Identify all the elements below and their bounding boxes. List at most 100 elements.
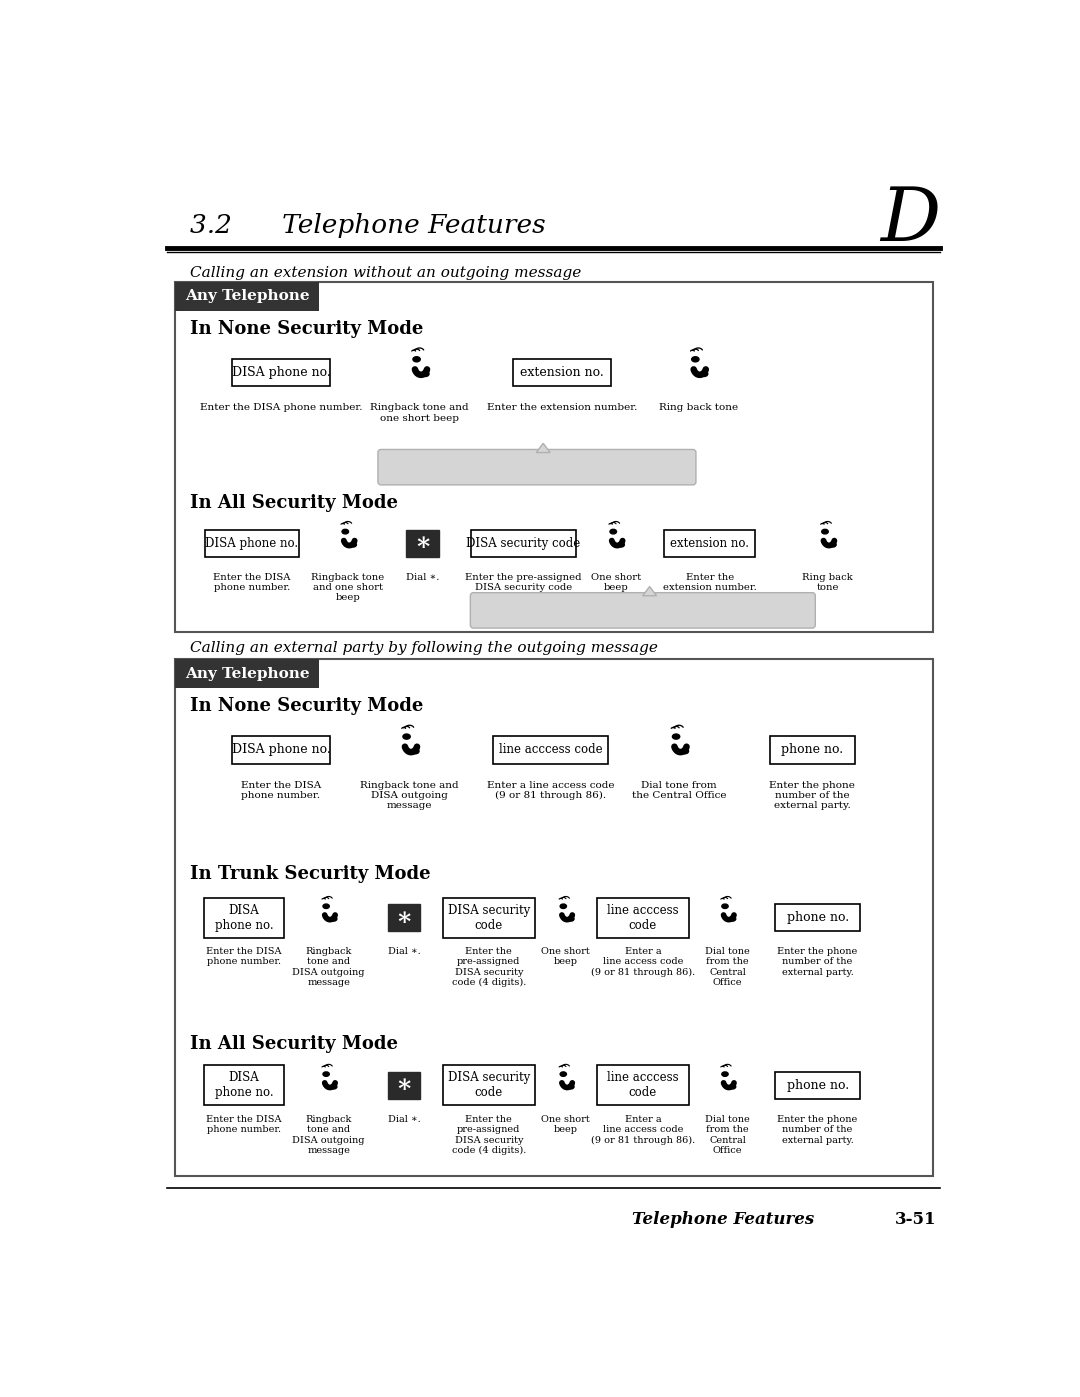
Text: Enter a
line access code
(9 or 81 through 86).: Enter a line access code (9 or 81 throug…	[591, 947, 694, 977]
Text: line acccess code: line acccess code	[499, 743, 603, 756]
Bar	[492, 736, 608, 764]
Ellipse shape	[413, 356, 420, 362]
Text: Dial ∗.: Dial ∗.	[406, 573, 440, 581]
Text: In All Security Mode: In All Security Mode	[190, 1035, 399, 1053]
Text: Enter the
pre-assigned
DISA security
code (4 digits).: Enter the pre-assigned DISA security cod…	[451, 1115, 526, 1155]
Bar	[596, 1066, 689, 1105]
Bar	[513, 359, 611, 387]
Text: Ringback
tone and
DISA outgoing
message: Ringback tone and DISA outgoing message	[293, 1115, 365, 1155]
Text: extension no.: extension no.	[671, 536, 750, 550]
FancyBboxPatch shape	[471, 592, 815, 629]
Text: DISA security code: DISA security code	[467, 536, 581, 550]
Text: Ringback tone and
DISA outgoing
message: Ringback tone and DISA outgoing message	[361, 781, 459, 810]
Text: DISA security
code: DISA security code	[448, 904, 530, 932]
Ellipse shape	[568, 916, 575, 921]
Text: ∗: ∗	[395, 905, 413, 929]
Text: In None Security Mode: In None Security Mode	[190, 697, 423, 715]
Text: Enter the DISA
phone number.: Enter the DISA phone number.	[206, 1115, 282, 1134]
Ellipse shape	[561, 904, 566, 908]
Text: Enter the DISA
phone number.: Enter the DISA phone number.	[206, 947, 282, 967]
Bar	[388, 1071, 420, 1099]
Text: In All Security Mode: In All Security Mode	[190, 495, 399, 513]
Text: Ringback
tone and
DISA outgoing
message: Ringback tone and DISA outgoing message	[293, 947, 365, 988]
Bar	[664, 529, 755, 557]
Polygon shape	[537, 443, 550, 453]
Bar	[231, 359, 330, 387]
Ellipse shape	[822, 529, 828, 534]
Ellipse shape	[342, 529, 349, 534]
Text: phone no.: phone no.	[781, 743, 843, 756]
Bar	[596, 898, 689, 937]
Ellipse shape	[323, 904, 329, 908]
Text: DISA phone no.: DISA phone no.	[205, 536, 298, 550]
Text: Enter the extension number.: Enter the extension number.	[487, 404, 637, 412]
Text: DISA
phone no.: DISA phone no.	[215, 904, 273, 932]
Text: Enter a line access code
(9 or 81 through 86).: Enter a line access code (9 or 81 throug…	[487, 781, 615, 800]
Ellipse shape	[721, 1071, 728, 1076]
Text: DISA security
code: DISA security code	[448, 1071, 530, 1099]
Bar	[775, 1071, 860, 1099]
Text: One short
beep: One short beep	[541, 1115, 590, 1134]
Text: Ring back tone: Ring back tone	[659, 404, 738, 412]
Ellipse shape	[681, 749, 689, 754]
Bar	[175, 282, 320, 312]
Bar	[204, 898, 284, 937]
Bar	[775, 904, 860, 932]
Ellipse shape	[610, 529, 617, 534]
Ellipse shape	[421, 372, 429, 376]
Bar	[205, 529, 299, 557]
Ellipse shape	[330, 1084, 337, 1088]
Bar	[770, 736, 854, 764]
Ellipse shape	[701, 372, 707, 376]
Ellipse shape	[721, 904, 728, 908]
Text: DISA phone no.: DISA phone no.	[231, 366, 330, 379]
Text: 3-51: 3-51	[894, 1211, 936, 1228]
Text: One short
beep: One short beep	[541, 947, 590, 967]
Text: line acccess
code: line acccess code	[607, 1071, 678, 1099]
Text: One short
beep: One short beep	[591, 573, 640, 592]
Ellipse shape	[673, 733, 679, 739]
Text: Ring back
tone: Ring back tone	[802, 573, 853, 592]
Text: Enter a
line access code
(9 or 81 through 86).: Enter a line access code (9 or 81 throug…	[591, 1115, 694, 1144]
Ellipse shape	[323, 1071, 329, 1076]
Text: Telephone Features: Telephone Features	[632, 1211, 814, 1228]
Ellipse shape	[829, 542, 836, 548]
Text: Calling an extension without an outgoing message: Calling an extension without an outgoing…	[190, 267, 581, 281]
Text: Enter the phone
number of the
external party.: Enter the phone number of the external p…	[778, 1115, 858, 1144]
Text: line acccess
code: line acccess code	[607, 904, 678, 932]
Text: phone no.: phone no.	[786, 911, 849, 925]
Text: Dial ∗.: Dial ∗.	[388, 947, 420, 956]
Ellipse shape	[691, 356, 699, 362]
Text: •  You can dial the AA number instead.: • You can dial the AA number instead.	[386, 460, 689, 474]
Text: •  You can dial the AA number instead.: • You can dial the AA number instead.	[491, 604, 795, 617]
Bar	[175, 659, 933, 1176]
Text: DISA
phone no.: DISA phone no.	[215, 1071, 273, 1099]
Text: Enter the DISA
phone number.: Enter the DISA phone number.	[213, 573, 291, 592]
Text: Dial tone from
the Central Office: Dial tone from the Central Office	[632, 781, 726, 800]
Ellipse shape	[403, 733, 410, 739]
Text: 3.2      Telephone Features: 3.2 Telephone Features	[190, 212, 545, 237]
Bar	[471, 529, 576, 557]
Text: extension no.: extension no.	[521, 366, 604, 379]
Text: Dial ∗.: Dial ∗.	[388, 1115, 420, 1123]
Ellipse shape	[618, 542, 624, 548]
Text: Enter the
pre-assigned
DISA security
code (4 digits).: Enter the pre-assigned DISA security cod…	[451, 947, 526, 988]
Text: Enter the DISA
phone number.: Enter the DISA phone number.	[241, 781, 321, 800]
Ellipse shape	[568, 1084, 575, 1088]
Text: DISA phone no.: DISA phone no.	[231, 743, 330, 756]
Ellipse shape	[729, 916, 735, 921]
Bar	[175, 659, 320, 689]
Text: Any Telephone: Any Telephone	[185, 289, 309, 303]
Text: ∗: ∗	[414, 531, 431, 556]
Text: D: D	[880, 184, 940, 256]
Text: ∗: ∗	[395, 1073, 413, 1098]
Text: phone no.: phone no.	[786, 1078, 849, 1092]
Text: Enter the phone
number of the
external party.: Enter the phone number of the external p…	[778, 947, 858, 977]
Ellipse shape	[330, 916, 337, 921]
Ellipse shape	[411, 749, 419, 754]
Bar	[406, 529, 438, 557]
Text: Calling an external party by following the outgoing message: Calling an external party by following t…	[190, 641, 658, 655]
Bar	[443, 898, 535, 937]
Text: Dial tone
from the
Central
Office: Dial tone from the Central Office	[705, 1115, 750, 1155]
Bar	[388, 904, 420, 932]
